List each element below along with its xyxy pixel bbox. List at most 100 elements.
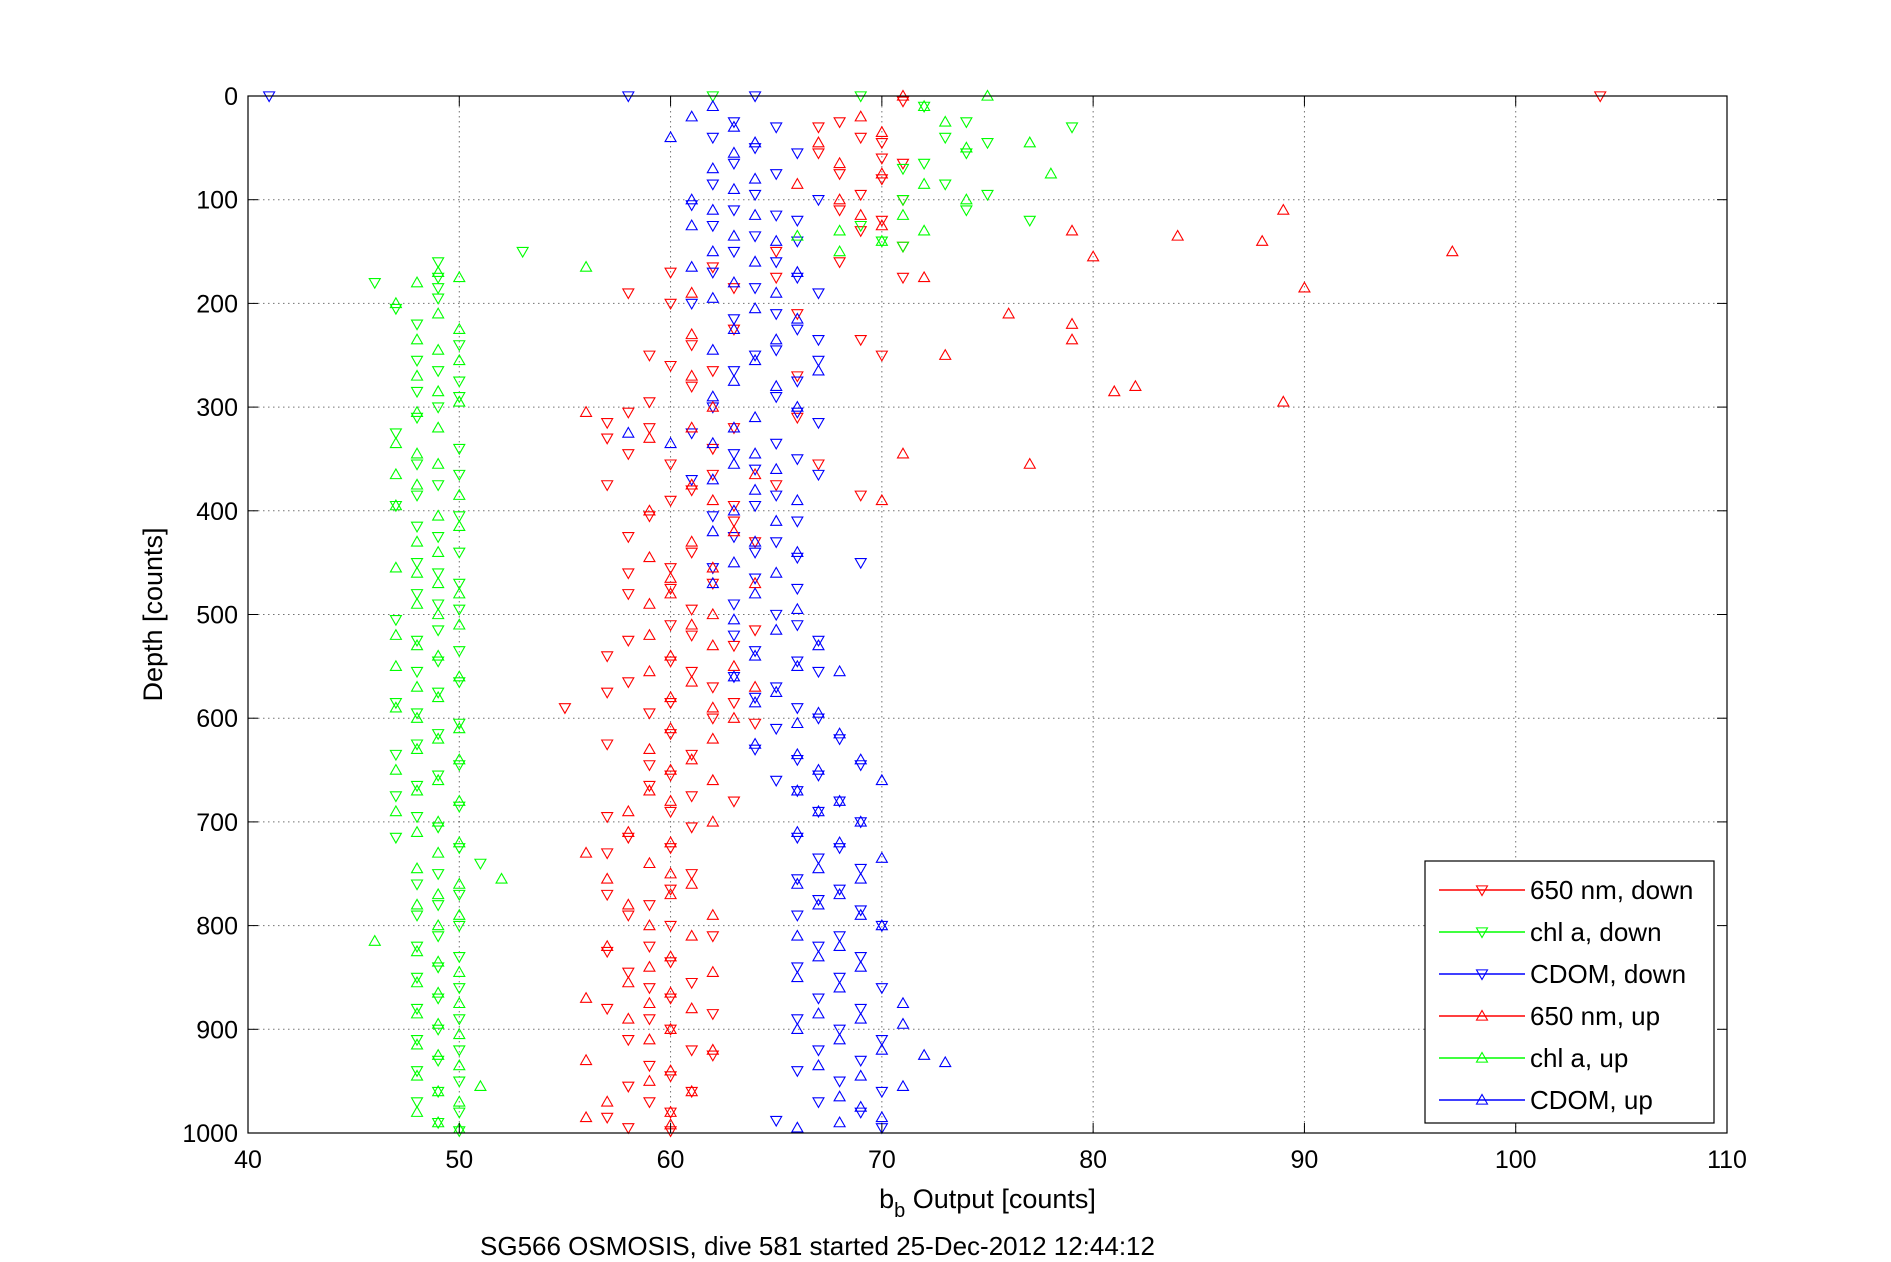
- data-point: [875, 215, 889, 228]
- data-point: [706, 99, 720, 112]
- data-point: [875, 983, 889, 995]
- data-point: [600, 480, 614, 492]
- data-point: [664, 843, 678, 855]
- data-point: [769, 345, 783, 357]
- data-point: [452, 547, 466, 559]
- data-point: [431, 1117, 445, 1130]
- x-tick-label: 60: [657, 1146, 685, 1174]
- data-point: [812, 941, 825, 953]
- data-point: [431, 846, 445, 858]
- data-point: [410, 490, 424, 502]
- data-point: [452, 1095, 466, 1107]
- data-point: [981, 189, 994, 202]
- data-point: [452, 908, 466, 920]
- data-point: [833, 981, 847, 993]
- data-point: [452, 340, 466, 352]
- data-point: [664, 729, 678, 741]
- data-point: [706, 701, 720, 713]
- data-point: [410, 976, 424, 988]
- data-point: [748, 189, 762, 202]
- data-point: [812, 950, 825, 962]
- data-point: [642, 664, 656, 677]
- data-point: [410, 1066, 424, 1078]
- data-point: [833, 843, 847, 855]
- data-point: [452, 721, 466, 734]
- data-point: [833, 794, 847, 806]
- data-point: [790, 825, 804, 837]
- data-point: [431, 690, 445, 703]
- data-point: [621, 832, 635, 845]
- data-point: [642, 1074, 656, 1086]
- data-point: [790, 874, 804, 886]
- y-tick-label: 200: [196, 290, 238, 318]
- data-point: [854, 1003, 868, 1016]
- data-point: [727, 423, 741, 435]
- data-point: [812, 861, 825, 874]
- data-point: [664, 867, 678, 879]
- data-point: [727, 516, 741, 528]
- data-point: [727, 670, 741, 682]
- data-point: [452, 677, 466, 689]
- data-point: [262, 91, 276, 103]
- data-point: [748, 410, 762, 423]
- data-point: [642, 397, 656, 409]
- data-point: [410, 972, 424, 985]
- data-point: [452, 587, 466, 599]
- data-point: [706, 91, 720, 103]
- data-point: [917, 101, 931, 113]
- data-point: [1086, 250, 1100, 262]
- x-tick-label: 110: [1707, 1146, 1747, 1174]
- data-point: [854, 189, 868, 202]
- data-point: [431, 457, 445, 469]
- data-point: [769, 246, 783, 259]
- data-point: [812, 993, 825, 1005]
- data-point: [389, 296, 403, 309]
- data-point: [642, 511, 656, 523]
- data-point: [642, 504, 656, 516]
- data-point: [833, 1116, 847, 1128]
- series-1: [368, 91, 1079, 1138]
- data-point: [790, 583, 804, 596]
- data-point: [452, 1058, 466, 1071]
- data-point: [452, 1045, 466, 1057]
- data-point: [706, 291, 720, 303]
- data-point: [685, 630, 699, 642]
- data-point: [664, 1022, 678, 1034]
- data-point: [896, 996, 910, 1009]
- data-point: [727, 796, 741, 808]
- data-point: [642, 423, 656, 435]
- data-point: [431, 343, 445, 355]
- data-point: [452, 395, 466, 407]
- data-point: [790, 412, 804, 425]
- data-point: [685, 604, 699, 616]
- data-point: [431, 773, 445, 786]
- data-point: [431, 649, 445, 661]
- data-point: [452, 760, 466, 772]
- x-axis-label-base: b: [879, 1184, 894, 1214]
- data-point: [833, 939, 847, 952]
- x-tick-label: 80: [1079, 1146, 1107, 1174]
- data-point: [748, 535, 762, 547]
- data-point: [579, 1110, 593, 1123]
- data-point: [621, 91, 635, 103]
- data-point: [410, 708, 424, 720]
- data-point: [452, 1027, 466, 1040]
- data-point: [642, 960, 656, 972]
- data-point: [431, 509, 445, 521]
- legend-label: chl a, down: [1530, 917, 1662, 947]
- data-point: [473, 1079, 487, 1092]
- data-point: [875, 918, 889, 931]
- data-point: [389, 832, 403, 845]
- data-point: [748, 718, 762, 730]
- data-point: [790, 148, 804, 160]
- data-point: [875, 493, 889, 506]
- data-point: [812, 136, 825, 148]
- data-point: [452, 604, 466, 616]
- data-point: [790, 755, 804, 767]
- data-point: [917, 1048, 931, 1060]
- y-tick-label: 300: [196, 394, 238, 422]
- data-point: [854, 1012, 868, 1024]
- data-point: [410, 910, 424, 922]
- data-point: [642, 784, 656, 796]
